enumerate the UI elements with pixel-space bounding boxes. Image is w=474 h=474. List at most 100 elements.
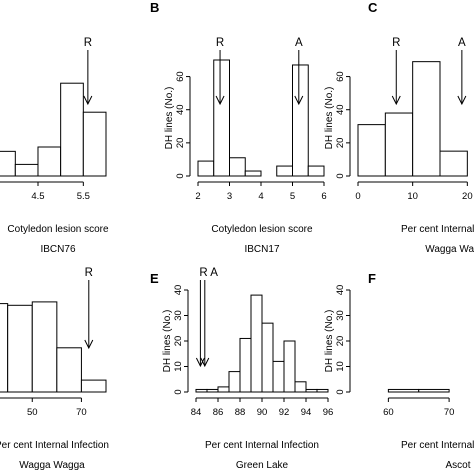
y-tick-label: 60 (175, 71, 186, 82)
bar (0, 150, 16, 177)
y-axis-label: DH lines (No.) (324, 87, 335, 150)
y-tick-label: 40 (175, 104, 186, 115)
bar (294, 381, 307, 393)
bar (439, 150, 468, 177)
x-tick-label: 4 (258, 191, 263, 202)
x-axis-label: Per cent Internal Infection (401, 224, 474, 235)
y-axis-label: DH lines (No.) (324, 310, 335, 373)
panel-title: Green Lake (236, 460, 289, 471)
marker-label: R (84, 37, 92, 49)
bar (307, 165, 325, 177)
y-axis-label: DH lines (No.) (162, 310, 173, 373)
panel-title: IBCN17 (244, 244, 279, 255)
x-axis-label: Cotyledon lesion score (211, 224, 313, 235)
bar (228, 371, 241, 393)
y-tick-label: 40 (335, 285, 346, 296)
y-tick-label: 10 (173, 361, 184, 372)
y-tick-label: 40 (173, 285, 184, 296)
bar (0, 303, 9, 393)
y-tick-label: 30 (173, 310, 184, 321)
marker-label: R (392, 37, 400, 49)
bar (316, 388, 329, 393)
bar (384, 112, 414, 177)
bar (37, 146, 62, 177)
marker-arrowhead (195, 357, 205, 368)
x-tick-label: 5.5 (77, 191, 90, 202)
y-tick-label: 60 (335, 71, 346, 82)
marker-arrowhead (84, 339, 94, 350)
bar (244, 170, 262, 177)
x-tick-label: 5 (290, 191, 295, 202)
marker-label: R A (199, 267, 218, 279)
bar (60, 82, 84, 177)
x-tick-label: 50 (27, 407, 38, 418)
panel-letter: F (368, 271, 376, 286)
y-tick-label: 0 (175, 173, 186, 178)
bar (229, 157, 246, 177)
x-tick-label: 60 (383, 407, 394, 418)
x-tick-label: 86 (213, 407, 224, 418)
x-tick-label: 2 (195, 191, 200, 202)
x-tick-label: 94 (301, 407, 312, 418)
bar (305, 388, 318, 393)
panel-title: Wagga Wagga (19, 460, 85, 471)
x-tick-label: 4.5 (31, 191, 44, 202)
x-tick-label: 90 (257, 407, 268, 418)
bar (31, 301, 58, 393)
marker-label: A (295, 37, 303, 49)
marker-label: R (85, 267, 93, 279)
marker-arrowhead (200, 357, 210, 368)
bar (239, 337, 252, 393)
y-tick-label: 40 (335, 104, 346, 115)
marker-label: A (458, 37, 466, 49)
bar (217, 386, 230, 393)
y-axis-label: DH lines (No.) (164, 87, 175, 150)
bar (357, 124, 386, 177)
bar (80, 379, 107, 393)
marker-arrowhead (215, 95, 225, 106)
panel-letter: C (368, 0, 378, 15)
bar (418, 388, 450, 393)
x-tick-label: 10 (407, 191, 418, 202)
x-tick-label: 3 (227, 191, 232, 202)
marker-arrowhead (83, 95, 93, 106)
bar (82, 111, 107, 177)
bar (276, 165, 293, 177)
panel-title: Wagga Wagga (425, 244, 474, 255)
bar (56, 347, 82, 393)
bar (292, 64, 309, 177)
y-tick-label: 20 (335, 336, 346, 347)
bar (250, 294, 263, 393)
x-axis-label: Per cent Internal Infection (0, 440, 109, 451)
bar (261, 322, 274, 393)
marker-arrowhead (457, 95, 467, 106)
y-tick-label: 30 (335, 310, 346, 321)
x-axis-label: Per cent Internal Infection (401, 440, 474, 451)
marker-label: R (216, 37, 224, 49)
bar (412, 61, 441, 177)
y-tick-label: 0 (173, 389, 184, 394)
bar (387, 388, 420, 393)
x-tick-label: 0 (355, 191, 360, 202)
panel-letter: B (150, 0, 159, 15)
x-axis-label: Cotyledon lesion score (7, 224, 109, 235)
bar (197, 160, 215, 177)
x-tick-label: 70 (76, 407, 87, 418)
x-tick-label: 88 (235, 407, 246, 418)
x-tick-label: 70 (444, 407, 455, 418)
y-tick-label: 20 (173, 336, 184, 347)
x-axis-label: Per cent Internal Infection (205, 440, 319, 451)
y-tick-label: 10 (335, 361, 346, 372)
bar (7, 304, 33, 393)
y-tick-label: 0 (335, 173, 346, 178)
bar (213, 59, 230, 177)
bar (272, 360, 285, 393)
x-tick-label: 20 (462, 191, 473, 202)
panel-title: Ascot (445, 460, 470, 471)
x-tick-label: 92 (279, 407, 290, 418)
